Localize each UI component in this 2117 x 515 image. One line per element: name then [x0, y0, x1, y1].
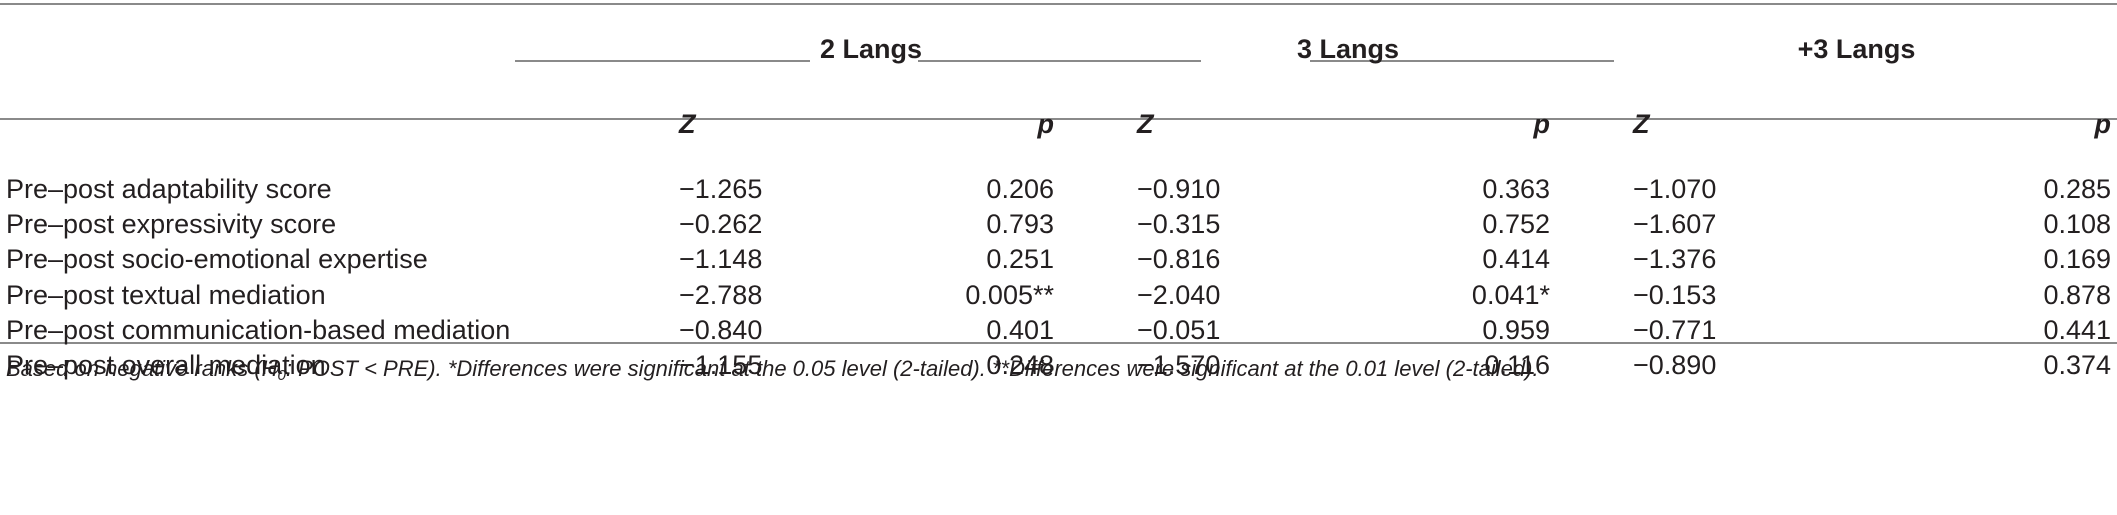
group-header-row: 2 Langs 3 Langs +3 Langs — [0, 6, 2117, 88]
sub-header-row: Z p Z p Z p — [0, 88, 2117, 160]
z-value: −1.265 — [679, 174, 763, 205]
table-header-rule — [0, 118, 2117, 120]
z-value: −0.771 — [1633, 314, 1717, 345]
footnote-part-1: Based on negative ranks (H — [6, 356, 278, 381]
z-value: −2.040 — [1137, 279, 1221, 310]
empty-header-cell — [0, 6, 642, 88]
p-value: 0.959 — [1482, 314, 1550, 345]
p-value: 0.793 — [986, 209, 1054, 240]
z-header: Z — [1137, 108, 1154, 139]
z-value: −1.070 — [1633, 174, 1717, 205]
row-label: Pre–post textual mediation — [6, 279, 326, 310]
group-rule-3-langs — [918, 60, 1201, 62]
p-value: 0.414 — [1482, 244, 1550, 275]
table-row: Pre–post adaptability score −1.265 0.206… — [0, 160, 2117, 207]
z-value: −0.890 — [1633, 350, 1717, 381]
empty-subheader-cell — [0, 88, 642, 160]
p-value: 0.108 — [2043, 209, 2112, 240]
z-value: −0.153 — [1633, 279, 1717, 310]
z-header: Z — [1633, 108, 1650, 139]
z-value: −0.840 — [679, 314, 763, 345]
p-value: 0.116 — [1484, 350, 1550, 381]
p-value: 0.206 — [986, 174, 1054, 205]
group-rule-2-langs — [515, 60, 810, 62]
z-value: −1.155 — [679, 350, 763, 381]
z-value: −1.376 — [1633, 244, 1717, 275]
z-value: −1.607 — [1633, 209, 1717, 240]
z-value: −1.148 — [679, 244, 763, 275]
table-row: Pre–post expressivity score −0.262 0.793… — [0, 207, 2117, 242]
p-header: p — [1037, 108, 1055, 139]
p-value: 0.363 — [1482, 174, 1550, 205]
footnote-subscript: 0 — [277, 367, 286, 384]
p-value: 0.041* — [1471, 279, 1550, 310]
z-value: −1.570 — [1137, 350, 1221, 381]
p-value: 0.169 — [2043, 244, 2112, 275]
p-value: 0.248 — [986, 350, 1054, 381]
table-row: Pre–post overall mediation −1.155 0.248 … — [0, 348, 2117, 383]
table-row: Pre–post communication-based mediation −… — [0, 313, 2117, 348]
z-value: −2.788 — [679, 279, 763, 310]
table-row: Pre–post socio-emotional expertise −1.14… — [0, 242, 2117, 277]
row-label: Pre–post communication-based mediation — [6, 314, 511, 345]
group-header-plus3-langs: +3 Langs — [1797, 33, 1916, 64]
z-value: −0.816 — [1137, 244, 1221, 275]
row-label: Pre–post socio-emotional expertise — [6, 244, 428, 275]
p-value: 0.441 — [2043, 314, 2112, 345]
table-bottom-rule — [0, 342, 2117, 344]
p-value: 0.752 — [1482, 209, 1550, 240]
row-label: Pre–post expressivity score — [6, 209, 337, 240]
footnote-part-2: : POST < PRE). *Differences were signifi… — [285, 356, 1539, 381]
p-value: 0.251 — [986, 244, 1054, 275]
z-value: −0.315 — [1137, 209, 1221, 240]
p-value: 0.374 — [2043, 350, 2112, 381]
p-header: p — [2094, 108, 2112, 139]
results-table: 2 Langs 3 Langs +3 Langs Z p Z p Z p Pre… — [0, 6, 2117, 383]
p-value: 0.285 — [2043, 174, 2112, 205]
group-header-2-langs: 2 Langs — [819, 33, 923, 64]
p-value: 0.005** — [965, 279, 1054, 310]
z-value: −0.262 — [679, 209, 763, 240]
row-label: Pre–post adaptability score — [6, 174, 332, 205]
table-top-rule — [0, 3, 2117, 5]
z-header: Z — [679, 108, 696, 139]
table-row: Pre–post textual mediation −2.788 0.005*… — [0, 278, 2117, 313]
row-label: Pre–post overall mediation — [6, 350, 326, 381]
table-footnote: Based on negative ranks (H0: POST < PRE)… — [6, 356, 1539, 384]
group-rule-plus3-langs — [1310, 60, 1614, 62]
group-header-3-langs: 3 Langs — [1296, 33, 1400, 64]
z-value: −0.910 — [1137, 174, 1221, 205]
z-value: −0.051 — [1137, 314, 1221, 345]
p-header: p — [1533, 108, 1551, 139]
p-value: 0.401 — [986, 314, 1054, 345]
p-value: 0.878 — [2043, 279, 2112, 310]
